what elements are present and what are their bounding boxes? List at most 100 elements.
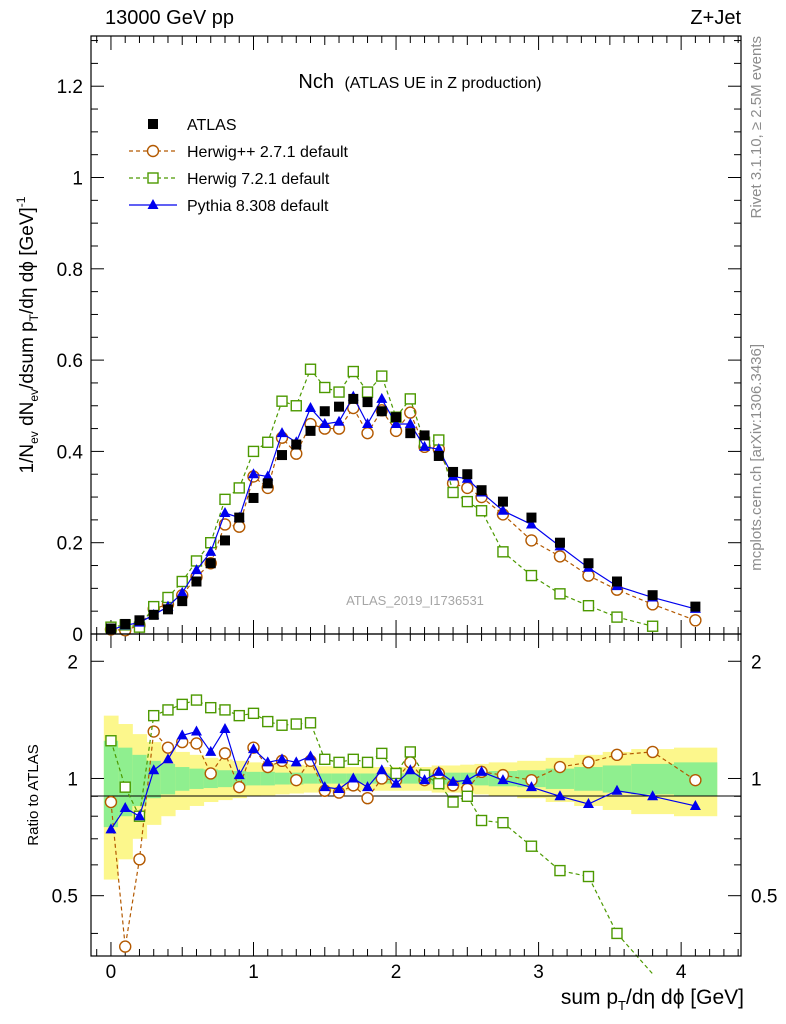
herwigpp-point (146, 144, 160, 158)
herwigpp-point (553, 550, 567, 563)
pythia-point (162, 753, 174, 764)
pythia-point (276, 427, 288, 438)
pythia-point (689, 799, 701, 810)
ratio-frame (90, 633, 742, 957)
pythia-point (647, 790, 659, 801)
herwig7-point (247, 707, 260, 720)
atlas-point (177, 596, 188, 607)
pythia-point (433, 443, 445, 454)
herwig7-point (404, 746, 416, 758)
pythia-point (305, 402, 317, 413)
y-tick-label: 0.2 (57, 534, 83, 555)
plot-title-sub: (ATLAS UE in Z production) (344, 75, 541, 92)
series-line (110, 727, 696, 830)
pythia-point (419, 774, 431, 785)
process-label: Z+Jet (690, 7, 741, 29)
herwig7-point (582, 870, 595, 883)
herwig7-point (497, 816, 509, 829)
ratio-y-tick-label: 0.5 (52, 887, 78, 908)
atlas-point (462, 469, 473, 480)
herwigpp-point (646, 745, 659, 759)
pythia-point (205, 745, 217, 756)
x-axis-label: sum pT/dη dϕ [GeV] (561, 986, 744, 1013)
band-inner (146, 760, 162, 799)
pythia-point (611, 784, 623, 795)
herwigpp-point (233, 780, 246, 794)
herwigpp-point (133, 853, 146, 866)
band-inner (403, 773, 418, 784)
main-y-tick-labels: 0 0.2 0.4 0.6 0.8 1 1.2 (57, 77, 84, 646)
pythia-point (582, 797, 594, 808)
band-inner (274, 772, 290, 785)
series-line (110, 730, 696, 947)
band-inner (103, 740, 119, 828)
atlas-point (391, 412, 402, 423)
legend-label: Herwig 7.2.1 default (187, 171, 330, 188)
rivet-version-label: Rivet 3.1.10, ≥ 2.5M events (748, 36, 765, 219)
atlas-point (405, 428, 416, 439)
herwig7-point (319, 381, 331, 394)
ratio-y-tick-label: 1 (67, 769, 78, 790)
pythia-point (219, 507, 231, 518)
pythia-point (390, 777, 402, 788)
ratio-y-tick-label: 2 (67, 652, 78, 673)
pythia-point (376, 392, 388, 403)
y-tick-label: 1.2 (57, 77, 83, 98)
main-y-axis-label: 1/Nev dNev/dsum pT/dη dϕ [GeV]-1 (14, 196, 41, 473)
herwig7-point (262, 436, 274, 448)
herwig7-point (475, 505, 488, 517)
pythia-point (404, 418, 416, 429)
atlas-point (262, 478, 273, 489)
herwigpp-point (218, 747, 232, 760)
herwig7-point (233, 482, 245, 494)
pythia-point (276, 753, 288, 764)
herwig7-point (433, 777, 445, 790)
legend-label: ATLAS (187, 117, 237, 134)
herwig7-point (475, 814, 488, 827)
ratio-series-layer (104, 694, 702, 975)
band-inner (260, 771, 276, 786)
band-inner (545, 768, 575, 789)
x-tick-label: 3 (533, 962, 544, 983)
herwig7-point (176, 575, 188, 588)
herwigpp-point (689, 773, 702, 787)
band-inner (189, 768, 205, 789)
herwigpp-point (147, 725, 160, 738)
herwigpp-point (233, 520, 246, 533)
herwig7-point (582, 599, 595, 612)
atlas-point (647, 590, 658, 601)
legend-label: Pythia 8.308 default (187, 198, 329, 215)
y-tick-label: 0.4 (57, 442, 84, 463)
herwig7-point (554, 864, 566, 877)
herwig7-point (290, 718, 302, 730)
x-tick-label: 0 (106, 962, 117, 983)
herwig7-point (205, 701, 217, 714)
atlas-point (376, 406, 387, 417)
ratio-y-tick-labels: 0.5 0.5 1 1 2 2 (52, 652, 778, 907)
herwigpp-point (290, 447, 303, 460)
pythia-point (262, 470, 274, 481)
atlas-point (291, 439, 302, 450)
herwig7-point (646, 620, 659, 632)
pythia-point (476, 765, 488, 776)
band-inner (631, 763, 675, 795)
herwigpp-point (119, 940, 132, 953)
herwig7-point (347, 753, 359, 766)
main-plot-area (91, 36, 741, 634)
pythia-point (119, 801, 131, 812)
herwig7-point (390, 767, 402, 780)
atlas-point (191, 576, 202, 587)
herwigpp-point (161, 741, 175, 754)
atlas-point (305, 425, 316, 436)
atlas-point (234, 512, 245, 523)
pythia-point (319, 781, 331, 792)
atlas-point (319, 406, 330, 417)
pythia-point (190, 564, 202, 575)
pythia-point (497, 774, 509, 785)
y-tick-label: 0.6 (57, 351, 83, 372)
band-inner (246, 771, 262, 786)
herwigpp-point (582, 756, 595, 769)
pythia-point (219, 722, 231, 733)
pythia-point (290, 756, 302, 767)
